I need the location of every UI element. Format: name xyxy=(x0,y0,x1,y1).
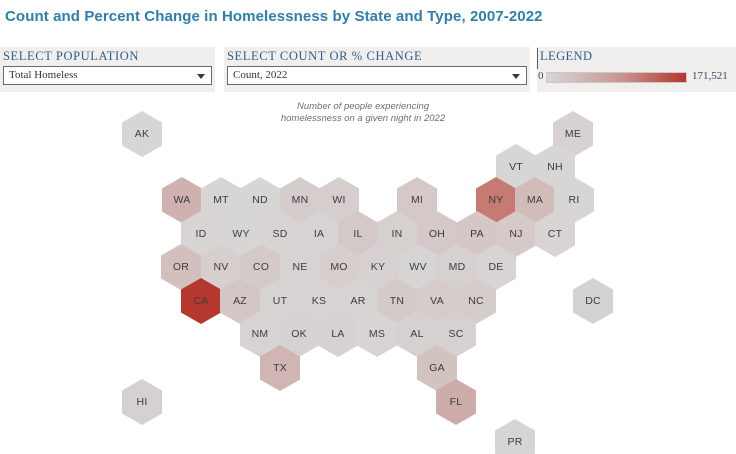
hex-label-NJ: NJ xyxy=(509,228,523,240)
hex-label-UT: UT xyxy=(272,295,288,307)
hex-AK[interactable]: AK xyxy=(122,111,162,157)
measure-panel: SELECT COUNT OR % CHANGE Count, 2022 xyxy=(224,47,530,92)
hex-label-LA: LA xyxy=(331,328,345,340)
hex-label-NY: NY xyxy=(488,194,504,206)
hex-label-ID: ID xyxy=(195,228,207,240)
hex-label-NE: NE xyxy=(292,261,308,273)
hex-label-OR: OR xyxy=(172,261,190,273)
hex-label-AR: AR xyxy=(350,295,366,307)
legend-max-value: 171,521 xyxy=(692,70,728,82)
hex-label-NC: NC xyxy=(468,295,484,307)
page-title: Count and Percent Change in Homelessness… xyxy=(5,8,543,25)
hex-label-ND: ND xyxy=(252,194,268,206)
hex-label-MI: MI xyxy=(410,194,424,206)
hex-label-HI: HI xyxy=(136,396,148,408)
hex-label-NM: NM xyxy=(251,328,269,340)
hex-label-RI: RI xyxy=(568,194,580,206)
hex-label-NV: NV xyxy=(213,261,229,273)
legend-panel xyxy=(537,47,736,92)
hex-label-CA: CA xyxy=(193,295,209,307)
hex-label-MA: MA xyxy=(526,194,544,206)
measure-dropdown-value: Count, 2022 xyxy=(233,69,288,81)
hex-label-PA: PA xyxy=(470,228,484,240)
map-subtitle: Number of people experiencing homelessne… xyxy=(163,101,563,125)
population-panel: SELECT POPULATION Total Homeless xyxy=(0,47,215,92)
hex-label-VA: VA xyxy=(430,295,444,307)
population-dropdown[interactable]: Total Homeless xyxy=(3,66,212,85)
legend-gradient-bar xyxy=(546,72,687,83)
map-subtitle-line1: Number of people experiencing xyxy=(296,101,430,112)
hex-label-OH: OH xyxy=(428,228,446,240)
hex-label-IN: IN xyxy=(391,228,403,240)
measure-dropdown[interactable]: Count, 2022 xyxy=(227,66,527,85)
legend-divider xyxy=(537,48,538,69)
hex-label-SD: SD xyxy=(272,228,288,240)
hex-label-OK: OK xyxy=(291,328,307,340)
hex-label-IA: IA xyxy=(313,228,325,240)
hex-label-KS: KS xyxy=(311,295,327,307)
hex-label-MD: MD xyxy=(448,261,466,273)
hex-label-SC: SC xyxy=(448,328,464,340)
hex-label-WV: WV xyxy=(409,261,427,273)
hex-label-IL: IL xyxy=(353,228,363,240)
hex-label-GA: GA xyxy=(429,362,445,374)
legend-min-value: 0 xyxy=(538,70,544,82)
hex-label-DE: DE xyxy=(488,261,504,273)
legend-title: LEGEND xyxy=(540,49,593,63)
hex-label-MS: MS xyxy=(368,328,386,340)
hex-label-WA: WA xyxy=(173,194,191,206)
hex-DC[interactable]: DC xyxy=(573,278,613,324)
hex-label-CT: CT xyxy=(547,228,563,240)
hex-label-MO: MO xyxy=(330,261,348,273)
hex-label-WY: WY xyxy=(232,228,250,240)
hex-label-PR: PR xyxy=(507,436,523,448)
hex-label-WI: WI xyxy=(332,194,346,206)
chevron-down-icon xyxy=(512,74,520,79)
hex-label-TN: TN xyxy=(389,295,405,307)
hex-label-NH: NH xyxy=(547,161,563,173)
hex-label-AZ: AZ xyxy=(233,295,247,307)
hex-label-AK: AK xyxy=(134,128,150,140)
map-subtitle-line2: homelessness on a given night in 2022 xyxy=(280,113,446,124)
hex-label-FL: FL xyxy=(449,396,463,408)
hex-label-KY: KY xyxy=(370,261,386,273)
hex-label-CO: CO xyxy=(252,261,270,273)
hex-label-MT: MT xyxy=(213,194,229,206)
hex-PR[interactable]: PR xyxy=(495,419,535,454)
hex-label-DC: DC xyxy=(585,295,601,307)
hex-label-VT: VT xyxy=(509,161,523,173)
hex-label-MN: MN xyxy=(291,194,309,206)
measure-label: SELECT COUNT OR % CHANGE xyxy=(227,49,423,63)
hex-CT[interactable]: CT xyxy=(535,211,575,257)
hex-label-AL: AL xyxy=(410,328,424,340)
population-dropdown-value: Total Homeless xyxy=(9,69,78,81)
population-label: SELECT POPULATION xyxy=(3,49,140,63)
hex-label-ME: ME xyxy=(564,128,582,140)
hex-label-TX: TX xyxy=(273,362,287,374)
hex-HI[interactable]: HI xyxy=(122,379,162,425)
chevron-down-icon xyxy=(197,74,205,79)
